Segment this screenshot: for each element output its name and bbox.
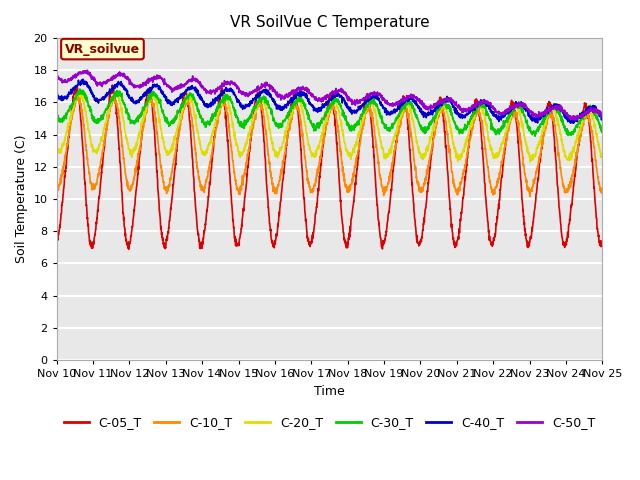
- C-20_T: [357, 124, 365, 130]
- Title: VR SoilVue C Temperature: VR SoilVue C Temperature: [230, 15, 429, 30]
- C-40_T: [79, 76, 87, 82]
- C-10_T: [550, 122, 558, 128]
- C-20_T: [76, 89, 83, 95]
- C-10_T: [526, 194, 534, 200]
- C-40_T: [357, 104, 365, 110]
- C-10_T: [53, 188, 61, 194]
- X-axis label: Time: Time: [314, 384, 345, 397]
- Line: C-05_T: C-05_T: [57, 85, 602, 249]
- Line: C-50_T: C-50_T: [57, 70, 602, 120]
- Line: C-40_T: C-40_T: [57, 79, 602, 123]
- C-40_T: [566, 119, 573, 124]
- C-50_T: [550, 105, 558, 110]
- C-10_T: [357, 128, 365, 134]
- C-40_T: [53, 89, 61, 95]
- C-20_T: [346, 154, 353, 159]
- Text: VR_soilvue: VR_soilvue: [65, 43, 140, 56]
- C-50_T: [53, 73, 61, 79]
- C-10_T: [74, 91, 81, 97]
- C-05_T: [125, 246, 132, 252]
- Line: C-20_T: C-20_T: [57, 92, 602, 162]
- C-50_T: [488, 104, 496, 110]
- C-10_T: [598, 190, 606, 195]
- C-50_T: [357, 97, 365, 103]
- Legend: C-05_T, C-10_T, C-20_T, C-30_T, C-40_T, C-50_T: C-05_T, C-10_T, C-20_T, C-30_T, C-40_T, …: [59, 411, 600, 434]
- C-10_T: [346, 185, 353, 191]
- C-20_T: [205, 140, 213, 146]
- C-50_T: [598, 114, 606, 120]
- C-20_T: [53, 146, 61, 152]
- Y-axis label: Soil Temperature (C): Soil Temperature (C): [15, 135, 28, 264]
- C-40_T: [570, 120, 577, 126]
- C-30_T: [566, 131, 573, 137]
- C-05_T: [598, 239, 606, 244]
- C-50_T: [566, 115, 573, 120]
- C-05_T: [566, 216, 573, 222]
- C-05_T: [205, 184, 213, 190]
- C-40_T: [205, 104, 213, 109]
- C-30_T: [550, 107, 558, 112]
- C-05_T: [53, 240, 61, 246]
- C-10_T: [205, 166, 213, 172]
- C-40_T: [488, 110, 496, 116]
- C-30_T: [598, 129, 606, 135]
- C-50_T: [570, 117, 578, 123]
- C-50_T: [346, 97, 353, 103]
- C-40_T: [346, 107, 353, 112]
- C-05_T: [358, 126, 365, 132]
- Line: C-10_T: C-10_T: [57, 94, 602, 197]
- C-10_T: [488, 189, 496, 194]
- C-05_T: [488, 243, 496, 249]
- C-40_T: [550, 104, 558, 109]
- C-40_T: [598, 114, 606, 120]
- C-05_T: [108, 82, 116, 88]
- C-05_T: [550, 138, 558, 144]
- C-30_T: [531, 133, 539, 139]
- C-30_T: [76, 86, 84, 92]
- C-20_T: [550, 108, 558, 113]
- C-20_T: [526, 159, 534, 165]
- C-30_T: [346, 122, 353, 128]
- C-50_T: [205, 90, 213, 96]
- C-20_T: [566, 151, 573, 156]
- C-30_T: [205, 121, 213, 127]
- C-20_T: [598, 154, 606, 160]
- Line: C-30_T: C-30_T: [57, 89, 602, 136]
- C-05_T: [346, 232, 353, 238]
- C-30_T: [357, 112, 365, 118]
- C-10_T: [566, 182, 573, 188]
- C-50_T: [83, 67, 91, 73]
- C-30_T: [488, 124, 496, 130]
- C-30_T: [53, 112, 61, 118]
- C-20_T: [488, 151, 496, 156]
